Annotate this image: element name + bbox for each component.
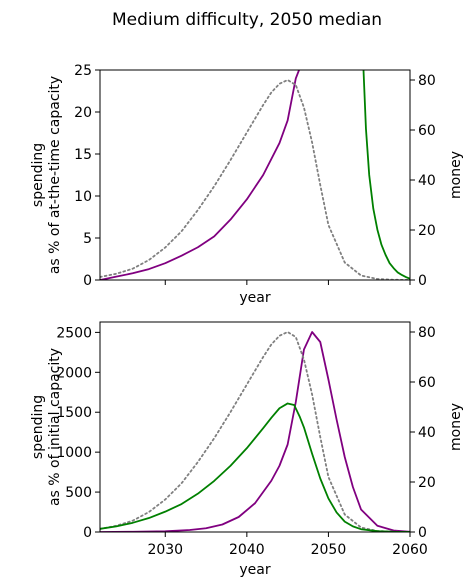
- right-ytick-label: 80: [418, 325, 436, 341]
- right-ytick-label: 0: [418, 273, 427, 289]
- right-ytick-label: 0: [418, 525, 427, 541]
- left-ytick-label: 2500: [56, 325, 92, 341]
- right-ytick-label: 80: [418, 73, 436, 89]
- series-line-0: [100, 70, 300, 280]
- right-y-axis-label: money: [448, 151, 464, 199]
- top-panel: 0 5 10 15 20 25 0 20 40 60 80 year spendingas % of a…: [30, 63, 464, 306]
- right-ytick-label: 60: [418, 375, 436, 391]
- left-ytick-label: 0: [83, 273, 92, 289]
- right-ytick-label: 20: [418, 223, 436, 239]
- left-ytick-label: 500: [65, 485, 92, 501]
- right-ytick-label: 40: [418, 425, 436, 441]
- xtick-label: 2050: [311, 542, 347, 558]
- chart-suptitle: Medium difficulty, 2050 median: [112, 10, 382, 30]
- left-y-axis-label-line: as % of initial capacity: [47, 348, 63, 506]
- axes-frame: [99, 69, 411, 281]
- left-y-axis-label-line: spending: [30, 395, 46, 459]
- left-y-axis-label-line: spending: [30, 143, 46, 207]
- xtick-label: 2040: [229, 542, 265, 558]
- left-y-axis-label: spendingas % of initial capacity: [30, 348, 63, 506]
- left-ytick-label: 15: [74, 147, 92, 163]
- xtick-label: 2060: [392, 542, 428, 558]
- left-ytick-label: 2000: [56, 365, 92, 381]
- x-axis-label: year: [239, 562, 270, 578]
- series-line-0: [100, 331, 410, 532]
- left-ytick-label: 0: [83, 525, 92, 541]
- left-y-axis-label: spendingas % of at-the-time capacity: [30, 76, 63, 274]
- left-ytick-label: 1500: [56, 405, 92, 421]
- series-line-1: [100, 331, 410, 532]
- right-ytick-label: 20: [418, 475, 436, 491]
- x-axis-label: year: [239, 290, 270, 306]
- right-y-axis-label: money: [448, 403, 464, 451]
- series-line-1: [100, 79, 410, 280]
- right-ytick-label: 40: [418, 173, 436, 189]
- series-line-2: [100, 402, 410, 532]
- left-ytick-label: 25: [74, 63, 92, 79]
- xtick-label: 2030: [147, 542, 183, 558]
- left-ytick-label: 10: [74, 189, 92, 205]
- left-ytick-label: 1000: [56, 445, 92, 461]
- left-y-axis-label-line: as % of at-the-time capacity: [47, 76, 63, 274]
- left-ytick-label: 20: [74, 105, 92, 121]
- axes-frame: [99, 321, 411, 533]
- left-ytick-label: 5: [83, 231, 92, 247]
- series-line-2: [362, 70, 410, 280]
- right-ytick-label: 60: [418, 123, 436, 139]
